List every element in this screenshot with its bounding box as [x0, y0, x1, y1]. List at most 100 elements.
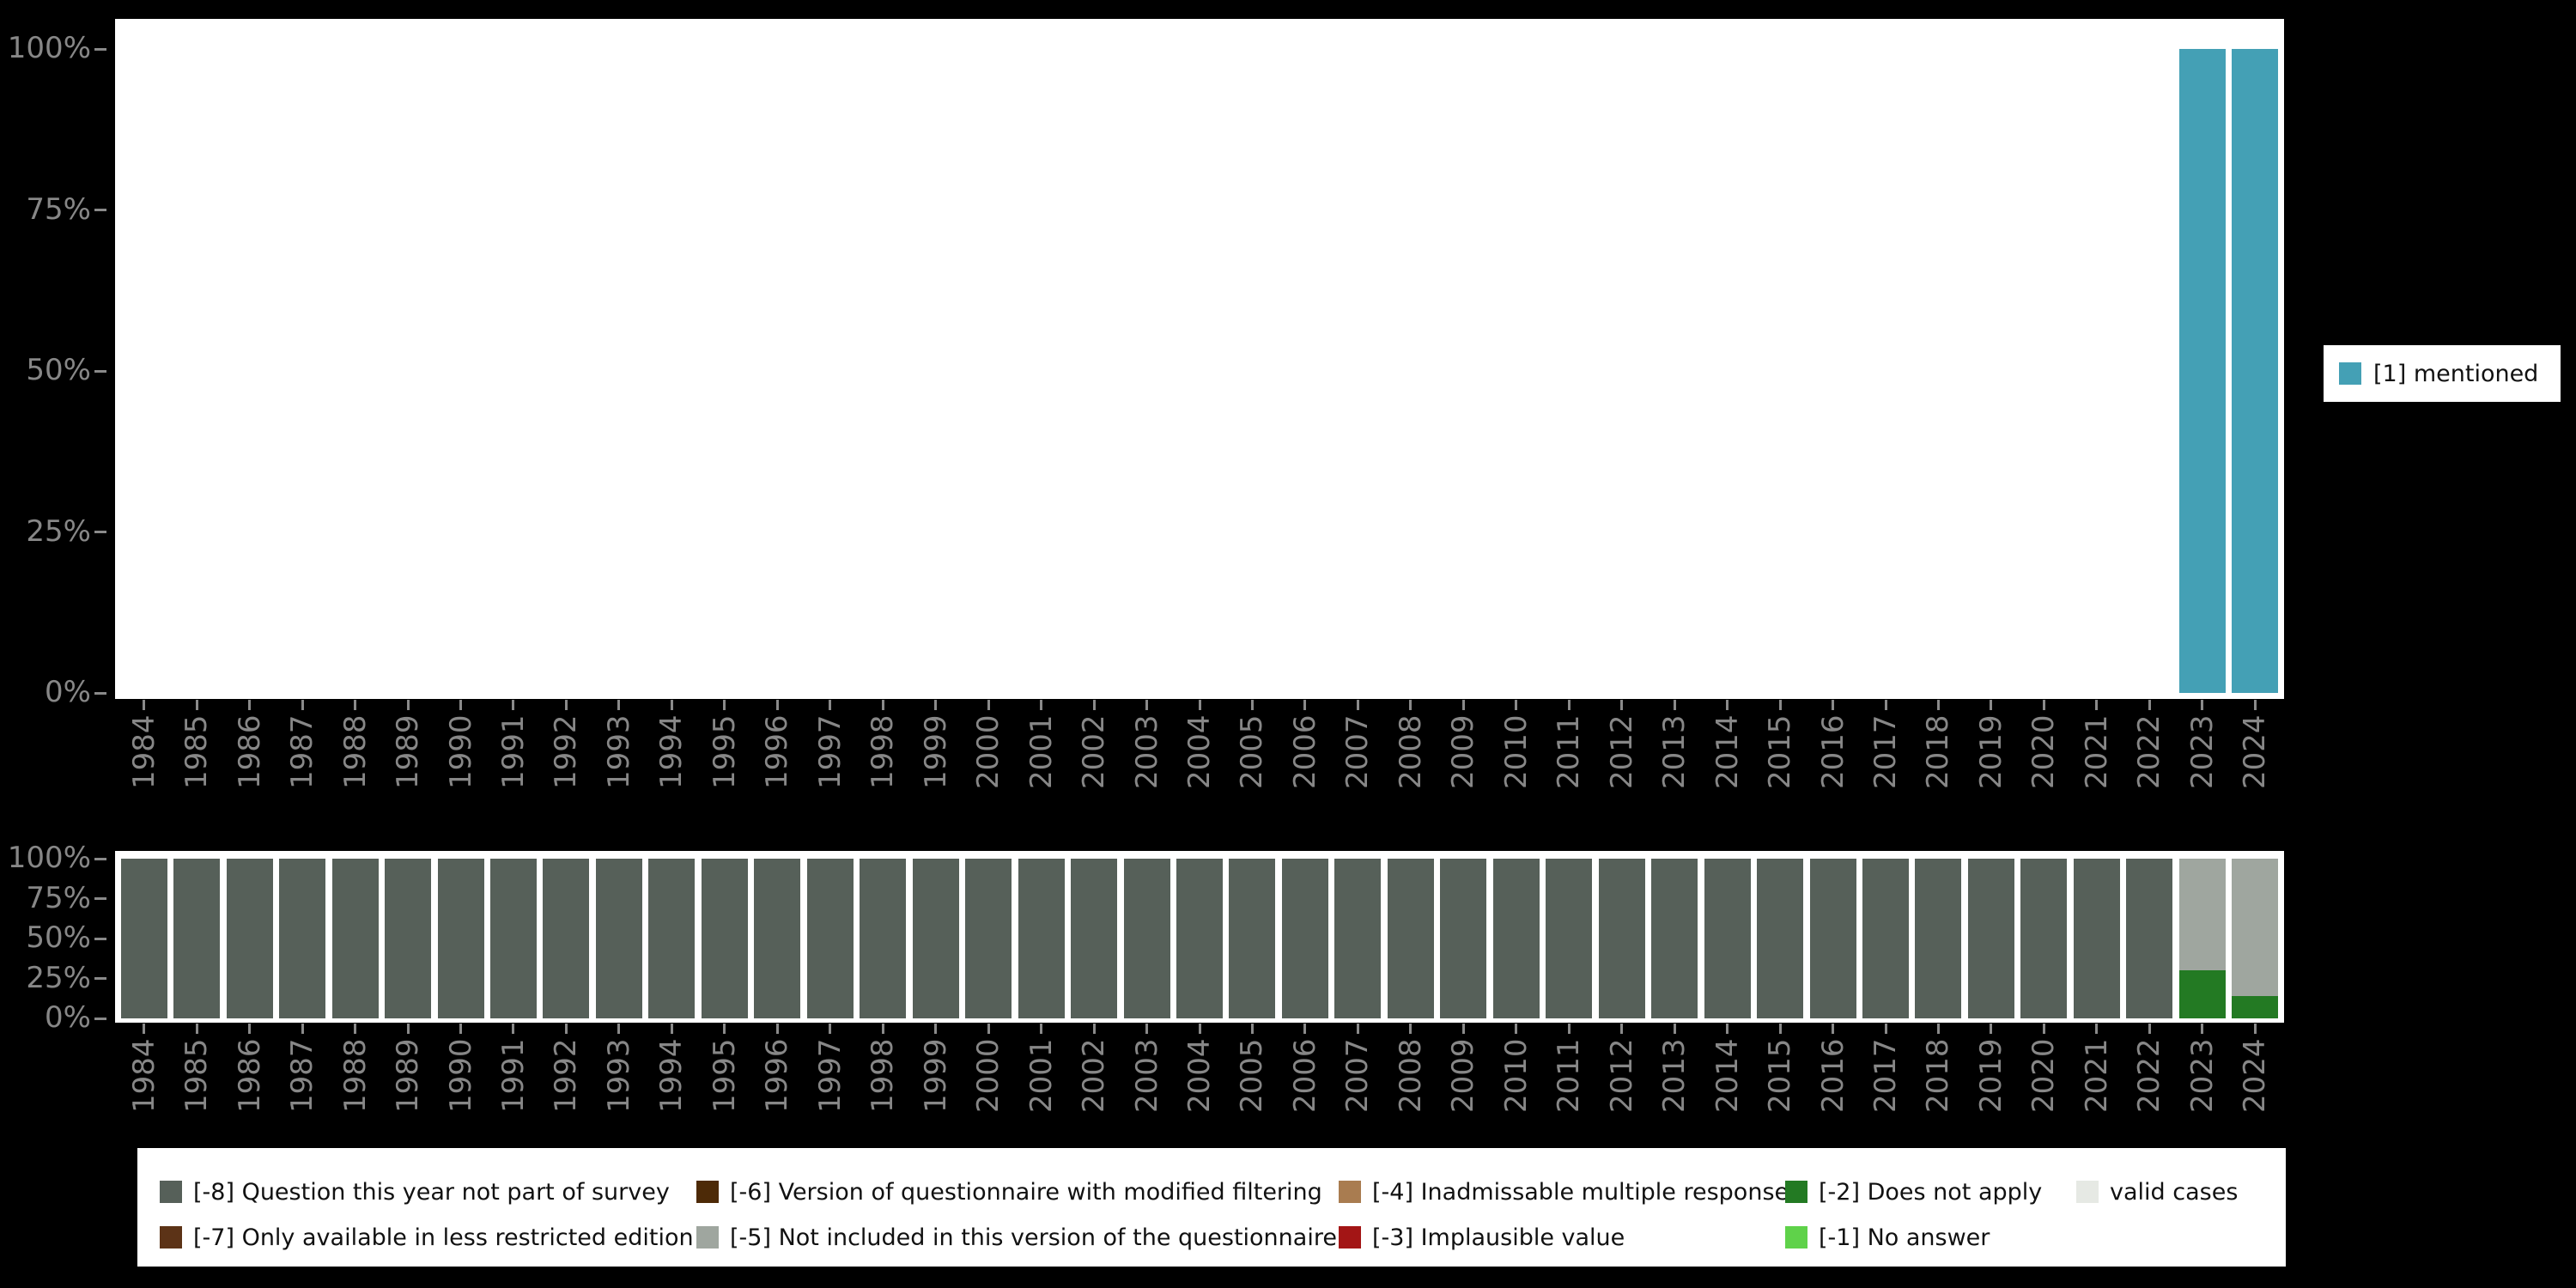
- x-axis-tick: [1145, 700, 1149, 710]
- bar-segment: [2126, 859, 2173, 1018]
- x-axis-label: 2017: [1868, 1038, 1904, 1113]
- top-chart-plot-area: [118, 49, 2281, 693]
- bar-segment: [2073, 859, 2120, 1018]
- x-axis-tick: [1936, 1024, 1940, 1034]
- x-axis-label: 2012: [1604, 714, 1639, 789]
- top-chart-x-axis: 1984 1985 1986 1987 1988 1989 1990 1991 1992 1993…: [115, 700, 2284, 805]
- x-axis-label: 1991: [495, 1038, 531, 1113]
- bar-segment: [1229, 859, 1276, 1018]
- x-axis-tick: [1832, 700, 1835, 710]
- x-axis-tick: [354, 1024, 357, 1034]
- x-axis-label: 2021: [2079, 1038, 2114, 1113]
- bar-segment: [648, 859, 696, 1018]
- x-axis-tick: [1145, 1024, 1149, 1034]
- x-axis-label: 1985: [179, 1038, 215, 1113]
- legend-label: [-3] Implausible value: [1372, 1224, 1625, 1251]
- x-axis-tick: [143, 1024, 146, 1034]
- legend-item: [-7] Only available in less restricted e…: [160, 1223, 694, 1252]
- bar-segment: [965, 859, 1012, 1018]
- bar-segment: [1071, 859, 1118, 1018]
- x-axis-label: 2015: [1763, 714, 1798, 789]
- x-axis-tick: [775, 700, 779, 710]
- x-axis-label: 2017: [1868, 714, 1904, 789]
- x-axis-label: 2002: [1077, 1038, 1112, 1113]
- x-axis-label: 1991: [495, 714, 531, 789]
- legend-swatch: [1339, 1226, 1361, 1249]
- legend-item: [-1] No answer: [1785, 1223, 1990, 1252]
- x-axis-label: 2008: [1393, 1038, 1428, 1113]
- x-axis-label: 2001: [1024, 1038, 1059, 1113]
- legend-item: [-8] Question this year not part of surv…: [160, 1177, 670, 1206]
- x-axis-tick: [512, 1024, 515, 1034]
- x-axis-label: 2019: [1973, 1038, 2008, 1113]
- x-axis-tick: [301, 700, 304, 710]
- x-axis-label: 2016: [1815, 1038, 1850, 1113]
- x-axis-label: 1990: [443, 714, 478, 789]
- bar-segment: [2178, 970, 2226, 1018]
- legend-label: [-2] Does not apply: [1819, 1178, 2043, 1206]
- x-axis-label: 2018: [1921, 1038, 1956, 1113]
- bar-segment: [279, 859, 326, 1018]
- x-axis-label: 2015: [1763, 1038, 1798, 1113]
- y-axis-tick: [94, 937, 106, 940]
- bar-segment: [2232, 859, 2279, 996]
- x-axis-label: 1992: [549, 1038, 584, 1113]
- bar-segment: [1440, 859, 1487, 1018]
- x-axis-label: 2006: [1287, 1038, 1322, 1113]
- x-axis-tick: [775, 1024, 779, 1034]
- x-axis-label: 1997: [812, 714, 848, 789]
- x-axis-label: 2004: [1182, 1038, 1217, 1113]
- x-axis-tick: [2253, 1024, 2257, 1034]
- x-axis-label: 2024: [2238, 714, 2273, 789]
- y-axis-tick: [94, 369, 106, 373]
- legend-label: [-1] No answer: [1819, 1224, 1990, 1251]
- x-axis-label: 2014: [1710, 714, 1745, 789]
- legend-label: [-8] Question this year not part of surv…: [193, 1178, 670, 1206]
- x-axis-tick: [354, 700, 357, 710]
- legend-swatch: [1785, 1181, 1807, 1203]
- bar-segment: [489, 859, 537, 1018]
- x-axis-label: 2016: [1815, 714, 1850, 789]
- legend-swatch: [160, 1181, 182, 1203]
- bottom-chart-x-axis: 1984 1985 1986 1987 1988 1989 1990 1991 1992 1993…: [115, 1024, 2284, 1128]
- bar-segment: [1651, 859, 1698, 1018]
- legend-item: [-6] Version of questionnaire with modif…: [696, 1177, 1322, 1206]
- bar-segment: [1334, 859, 1382, 1018]
- x-axis-tick: [2253, 700, 2257, 710]
- x-axis-tick: [1673, 1024, 1676, 1034]
- y-axis-label: 100%: [7, 31, 91, 65]
- x-axis-tick: [1726, 700, 1729, 710]
- x-axis-tick: [195, 700, 198, 710]
- bar-segment: [173, 859, 221, 1018]
- x-axis-tick: [1250, 700, 1254, 710]
- x-axis-label: 1997: [812, 1038, 848, 1113]
- x-axis-tick: [723, 1024, 726, 1034]
- y-axis-label: 0%: [45, 1000, 91, 1035]
- bar-segment: [1281, 859, 1328, 1018]
- x-axis-label: 2009: [1446, 1038, 1481, 1113]
- x-axis-tick: [1832, 1024, 1835, 1034]
- x-axis-tick: [1884, 1024, 1887, 1034]
- x-axis-tick: [1515, 700, 1518, 710]
- x-axis-label: 2018: [1921, 714, 1956, 789]
- x-axis-tick: [881, 700, 884, 710]
- top-chart-y-axis: 100% 75% 50% 25% 0%: [0, 19, 112, 707]
- x-axis-label: 1992: [549, 714, 584, 789]
- legend-label: [-6] Version of questionnaire with modif…: [730, 1178, 1322, 1206]
- x-axis-label: 1999: [918, 714, 953, 789]
- y-axis-label: 25%: [26, 960, 91, 995]
- x-axis-tick: [617, 1024, 621, 1034]
- x-axis-tick: [1040, 700, 1043, 710]
- bar-segment: [331, 859, 379, 1018]
- x-axis-tick: [1620, 700, 1624, 710]
- x-axis-tick: [1356, 700, 1359, 710]
- bar-segment: [1176, 859, 1224, 1018]
- x-axis-tick: [1515, 1024, 1518, 1034]
- bar-segment: [1492, 859, 1540, 1018]
- x-axis-tick: [564, 1024, 568, 1034]
- bottom-chart-plot-area: [118, 859, 2281, 1018]
- bar-segment: [1387, 859, 1434, 1018]
- x-axis-label: 1989: [391, 1038, 426, 1113]
- x-axis-label: 1998: [866, 714, 901, 789]
